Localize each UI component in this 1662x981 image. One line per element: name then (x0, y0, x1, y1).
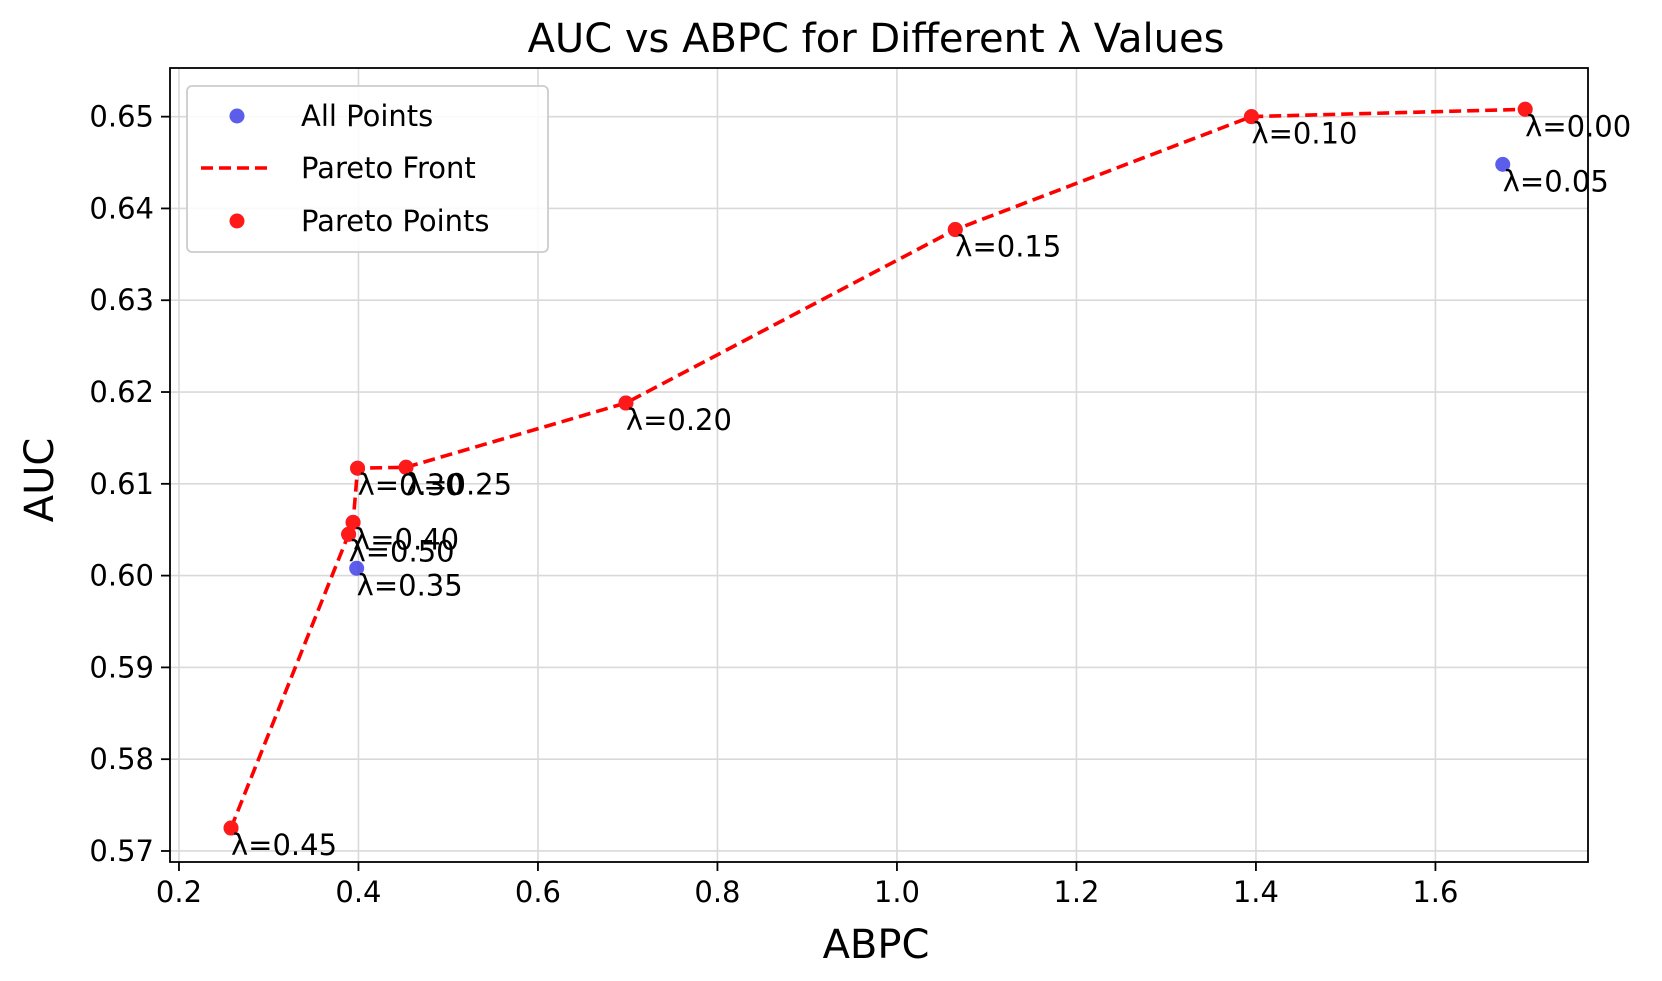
x-tick-label: 0.2 (156, 875, 202, 909)
plot-series (223, 101, 1533, 836)
pareto-points-marker (947, 222, 963, 238)
y-tick-label: 0.61 (89, 467, 154, 501)
x-tick-label: 1.2 (1053, 875, 1099, 909)
y-tick-label: 0.59 (89, 650, 154, 684)
point-lambda-label: λ=0.45 (231, 828, 337, 862)
point-lambda-label: λ=0.25 (406, 467, 512, 501)
x-tick-label: 0.4 (335, 875, 381, 909)
pareto-points-marker (1517, 101, 1533, 117)
x-tick-label: 0.6 (515, 875, 561, 909)
legend-all-points-label: All Points (301, 99, 433, 133)
pareto-points-marker (398, 459, 414, 475)
x-tick-label: 1.4 (1233, 875, 1279, 909)
point-lambda-label: λ=0.10 (1251, 117, 1357, 151)
x-tick-label: 1.6 (1412, 875, 1458, 909)
pareto-points-marker (223, 820, 239, 836)
legend-pareto-points-marker (229, 213, 245, 229)
point-lambda-label: λ=0.50 (349, 534, 455, 568)
point-lambda-label: λ=0.30 (358, 468, 464, 502)
x-tick-label: 0.8 (694, 875, 740, 909)
pareto-points-marker (341, 526, 357, 542)
y-tick-label: 0.58 (89, 742, 154, 776)
legend-pareto-points-label: Pareto Points (301, 204, 490, 238)
pareto-points-marker (345, 514, 361, 530)
chart-title: AUC vs ABPC for Different λ Values (528, 16, 1225, 62)
pareto-points-marker (1243, 109, 1259, 125)
pareto-front-line (229, 107, 1526, 829)
y-tick-label: 0.60 (89, 559, 154, 593)
y-axis-label: AUC (17, 438, 63, 523)
pareto-points-marker (350, 460, 366, 476)
all-points-marker (349, 560, 365, 576)
point-lambda-label: λ=0.15 (955, 230, 1061, 264)
plot-frame (169, 67, 1589, 863)
legend-box (186, 85, 549, 253)
pareto-points-marker (618, 395, 634, 411)
x-axis-label: ABPC (823, 922, 930, 968)
all-points-marker (1495, 156, 1511, 172)
legend: All Points Pareto Front Pareto Points (186, 85, 549, 253)
legend-all-points-marker (229, 108, 245, 124)
y-tick-label: 0.62 (89, 375, 154, 409)
y-tick-label: 0.63 (89, 283, 154, 317)
x-tick-label: 1.0 (874, 875, 920, 909)
point-lambda-label: λ=0.40 (353, 522, 459, 556)
point-lambda-label: λ=0.00 (1525, 109, 1631, 143)
y-tick-label: 0.65 (89, 100, 154, 134)
point-lambda-label: λ=0.20 (626, 403, 732, 437)
axis-ticks: 0.2 0.4 0.6 0.8 1.0 1.2 1.4 1.6 0.57 0.58 0.59 0.60… (89, 100, 1458, 909)
y-tick-label: 0.64 (89, 191, 154, 225)
point-labels: λ=0.00λ=0.05λ=0.10λ=0.15λ=0.20λ=0.25λ=0.… (231, 109, 1631, 862)
legend-pareto-front-label: Pareto Front (301, 151, 476, 185)
y-tick-label: 0.57 (89, 834, 154, 868)
point-lambda-label: λ=0.05 (1503, 164, 1609, 198)
point-lambda-label: λ=0.35 (357, 568, 463, 602)
